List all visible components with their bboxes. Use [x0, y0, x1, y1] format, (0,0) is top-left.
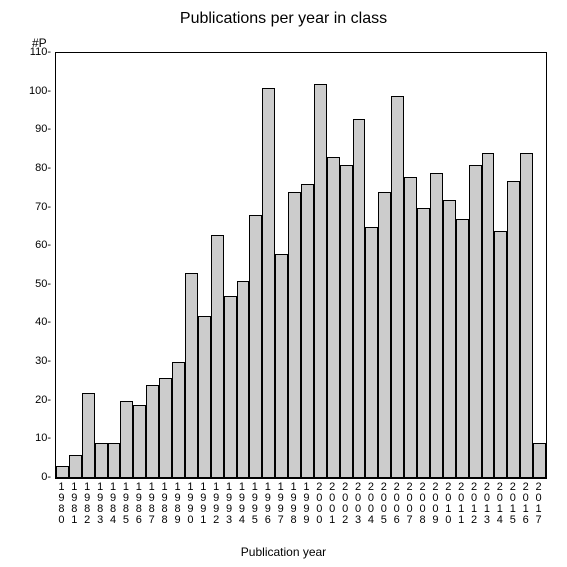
- bar: [430, 173, 443, 478]
- x-tick-label: 2012: [468, 482, 480, 526]
- bar: [185, 273, 198, 478]
- x-tick-label: 1994: [236, 482, 248, 526]
- x-tick-label: 2013: [481, 482, 493, 526]
- y-tick-label: 20-: [21, 394, 51, 406]
- bar: [146, 385, 159, 478]
- bar: [224, 296, 237, 478]
- x-tick-label: 1980: [55, 482, 67, 526]
- bar: [520, 153, 533, 478]
- x-tick-label: 2006: [391, 482, 403, 526]
- x-tick-label: 2011: [455, 482, 467, 526]
- bar: [443, 200, 456, 478]
- bar: [456, 219, 469, 478]
- x-tick-label: 2003: [352, 482, 364, 526]
- bar: [288, 192, 301, 478]
- x-tick-label: 1981: [68, 482, 80, 526]
- y-tick-label: 100-: [21, 85, 51, 97]
- bar: [404, 177, 417, 478]
- x-tick-label: 2010: [442, 482, 454, 526]
- x-tick-label: 1993: [223, 482, 235, 526]
- x-tick-label: 1982: [81, 482, 93, 526]
- x-tick-label: 2000: [313, 482, 325, 526]
- chart-title: Publications per year in class: [0, 10, 567, 28]
- x-tick-label: 1985: [120, 482, 132, 526]
- x-tick-label: 1987: [146, 482, 158, 526]
- bar: [533, 443, 546, 478]
- y-tick-label: 30-: [21, 355, 51, 367]
- bar: [482, 153, 495, 478]
- bar: [365, 227, 378, 478]
- x-tick-label: 1997: [275, 482, 287, 526]
- bar: [301, 184, 314, 478]
- bar: [82, 393, 95, 478]
- x-tick-label: 2014: [494, 482, 506, 526]
- bar: [340, 165, 353, 478]
- x-tick-label: 2016: [520, 482, 532, 526]
- x-tick-label: 2017: [533, 482, 545, 526]
- bar: [507, 181, 520, 479]
- bar: [262, 88, 275, 478]
- x-tick-label: 2005: [378, 482, 390, 526]
- bar: [469, 165, 482, 478]
- bar: [314, 84, 327, 478]
- bar: [172, 362, 185, 478]
- x-tick-label: 1983: [94, 482, 106, 526]
- x-tick-label: 2009: [429, 482, 441, 526]
- bar: [120, 401, 133, 478]
- y-tick-label: 40-: [21, 316, 51, 328]
- bar: [211, 235, 224, 478]
- bars-layer: [56, 53, 546, 478]
- x-tick-label: 1988: [159, 482, 171, 526]
- x-tick-label: 1984: [107, 482, 119, 526]
- x-tick-label: 1995: [249, 482, 261, 526]
- bar: [417, 208, 430, 478]
- bar: [56, 466, 69, 478]
- x-tick-label: 2008: [417, 482, 429, 526]
- y-tick-label: 110-: [21, 46, 51, 58]
- x-tick-label: 2001: [326, 482, 338, 526]
- bar: [327, 157, 340, 478]
- x-tick-label: 2007: [404, 482, 416, 526]
- y-tick-label: 90-: [21, 123, 51, 135]
- bar: [198, 316, 211, 478]
- bar: [133, 405, 146, 478]
- x-tick-label: 1998: [288, 482, 300, 526]
- bar: [275, 254, 288, 478]
- x-tick-label: 1986: [133, 482, 145, 526]
- x-tick-label: 2002: [339, 482, 351, 526]
- x-axis-label: Publication year: [0, 545, 567, 559]
- y-tick-label: 80-: [21, 162, 51, 174]
- y-tick-label: 10-: [21, 432, 51, 444]
- bar: [494, 231, 507, 478]
- x-tick-label: 1989: [172, 482, 184, 526]
- bar: [353, 119, 366, 478]
- x-tick-label: 1992: [210, 482, 222, 526]
- bar: [69, 455, 82, 478]
- plot-area: [55, 52, 547, 479]
- x-tick-label: 1996: [262, 482, 274, 526]
- bar: [249, 215, 262, 478]
- x-tick-label: 1991: [197, 482, 209, 526]
- y-tick-label: 60-: [21, 239, 51, 251]
- y-tick-label: 0-: [21, 471, 51, 483]
- y-tick-label: 50-: [21, 278, 51, 290]
- bar: [159, 378, 172, 478]
- x-tick-label: 2004: [365, 482, 377, 526]
- y-tick-label: 70-: [21, 201, 51, 213]
- x-tick-label: 1990: [184, 482, 196, 526]
- bar: [391, 96, 404, 479]
- bar: [95, 443, 108, 478]
- x-tick-label: 1999: [300, 482, 312, 526]
- chart-container: Publications per year in class #P 0-10-2…: [0, 0, 567, 567]
- bar: [237, 281, 250, 478]
- bar: [108, 443, 121, 478]
- x-tick-label: 2015: [507, 482, 519, 526]
- bar: [378, 192, 391, 478]
